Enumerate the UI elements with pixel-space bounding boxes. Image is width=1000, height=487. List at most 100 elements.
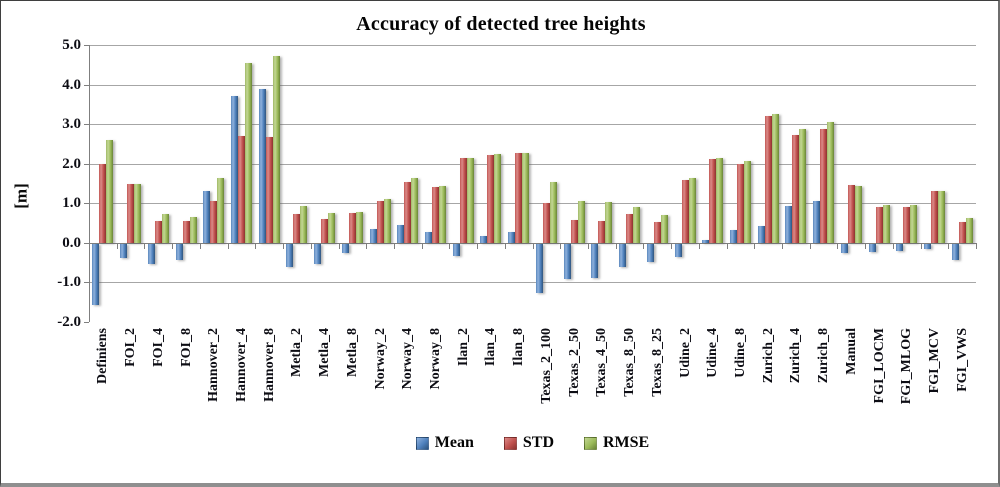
category-tick xyxy=(726,242,728,249)
bar-std-FOI_8 xyxy=(182,221,190,243)
bar-rmse-Ilan_4 xyxy=(494,154,502,243)
bar-mean-Hannover_4 xyxy=(231,96,238,243)
bar-std-Udine_4 xyxy=(709,158,717,243)
category-tick xyxy=(504,242,506,249)
legend-item-rmse: RMSE xyxy=(584,434,649,452)
bar-std-Udine_8 xyxy=(736,163,744,243)
x-axis-label: Udine_2 xyxy=(677,328,693,378)
x-axis-label: Zurich_2 xyxy=(760,328,776,384)
category-tick xyxy=(310,242,312,249)
x-axis-label: Metla_4 xyxy=(317,328,333,377)
y-axis-tick-label: 3.0 xyxy=(62,116,81,133)
x-axis-label: Zurich_8 xyxy=(816,328,831,384)
bar-mean-Udine_2 xyxy=(674,243,682,258)
legend-swatch-std xyxy=(503,436,517,450)
y-axis-tick xyxy=(84,322,89,323)
category-tick xyxy=(698,242,700,249)
bar-std-Ilan_8 xyxy=(515,153,523,243)
bar-std-FOI_4 xyxy=(154,221,162,243)
category-tick xyxy=(643,242,645,249)
bar-mean-Metla_2 xyxy=(286,243,294,267)
y-axis-tick-label: 5.0 xyxy=(62,37,81,53)
bar-mean-Udine_4 xyxy=(702,239,710,243)
bar-mean-FGI_MCV xyxy=(923,243,931,249)
bar-rmse-Texas_8_25 xyxy=(660,215,668,243)
y-axis-tick-label: -1.0 xyxy=(57,274,81,291)
gridline xyxy=(89,84,976,86)
category-tick xyxy=(865,242,867,249)
bar-rmse-Norway_2 xyxy=(383,198,391,243)
legend-item-mean: Mean xyxy=(415,434,474,452)
legend-swatch-rmse xyxy=(584,436,597,450)
bar-std-Manual xyxy=(847,184,855,243)
bar-mean-Zurich_4 xyxy=(785,205,793,243)
bar-rmse-Udine_4 xyxy=(716,157,724,243)
y-axis-tick xyxy=(84,242,89,244)
bar-mean-Norway_4 xyxy=(397,225,405,243)
bar-mean-Texas_8_25 xyxy=(646,243,654,263)
bar-std-Norway_4 xyxy=(404,181,412,243)
y-axis-line xyxy=(89,45,90,322)
category-tick xyxy=(283,242,284,249)
legend-item-std: STD xyxy=(503,434,554,452)
x-axis-label: Norway_8 xyxy=(428,328,443,390)
x-axis-label: Norway_4 xyxy=(400,328,416,390)
x-axis-label: FOI_8 xyxy=(178,328,194,367)
bar-std-Hannover_2 xyxy=(210,201,218,243)
category-tick xyxy=(89,242,90,249)
bar-std-FGI_VWS xyxy=(958,222,966,243)
category-tick xyxy=(144,242,146,249)
bar-mean-Manual xyxy=(840,243,848,253)
x-axis-label: Norway_2 xyxy=(372,328,388,390)
category-tick xyxy=(754,242,756,249)
bar-mean-Zurich_2 xyxy=(757,225,765,243)
bar-mean-Metla_8 xyxy=(341,243,349,253)
bar-rmse-FGI_MLOG xyxy=(910,204,918,243)
category-tick xyxy=(782,242,783,249)
gridline xyxy=(89,124,976,126)
category-tick xyxy=(116,242,118,249)
category-tick xyxy=(976,242,977,249)
category-tick xyxy=(892,242,894,249)
bar-rmse-Texas_2_50 xyxy=(577,200,585,243)
bar-std-Ilan_4 xyxy=(487,155,495,243)
category-tick xyxy=(199,242,201,249)
legend-label: Mean xyxy=(434,434,474,451)
category-tick xyxy=(255,242,257,249)
bar-std-Texas_8_25 xyxy=(653,222,661,243)
bar-mean-Texas_2_100 xyxy=(535,243,543,293)
y-axis-tick xyxy=(84,203,89,205)
x-axis-label: Texas_2_50 xyxy=(566,328,582,397)
bar-mean-Metla_4 xyxy=(314,243,322,264)
chart-title: Accuracy of detected tree heights xyxy=(356,13,646,35)
x-axis-label: FOI_2 xyxy=(123,328,139,367)
x-axis-label: Hannover_8 xyxy=(261,328,277,402)
category-tick xyxy=(587,242,589,249)
x-axis-label: Metla_8 xyxy=(344,328,360,377)
bar-rmse-Texas_8_50 xyxy=(633,206,640,243)
x-axis-label: Zurich_4 xyxy=(788,328,804,384)
x-axis-label: Texas_8_25 xyxy=(649,328,665,397)
bar-std-Zurich_8 xyxy=(820,129,827,243)
legend-label: RMSE xyxy=(603,434,650,451)
bar-mean-Ilan_2 xyxy=(452,243,460,256)
bar-std-Norway_8 xyxy=(432,186,439,243)
bar-mean-Ilan_4 xyxy=(480,236,488,243)
bar-mean-FGI_VWS xyxy=(951,243,959,261)
gridline xyxy=(89,282,976,284)
x-axis-label: Hannover_2 xyxy=(206,328,222,402)
bar-mean-Texas_4_50 xyxy=(591,243,599,279)
bar-mean-Hannover_8 xyxy=(258,88,266,243)
y-axis-tick-label: 4.0 xyxy=(62,76,81,93)
bar-rmse-Hannover_2 xyxy=(217,177,225,243)
bar-std-Definiens xyxy=(99,163,107,243)
bar-rmse-Udine_2 xyxy=(688,177,696,243)
x-axis-label: Metla_2 xyxy=(289,328,305,377)
x-axis-label: FGI_MLOG xyxy=(899,328,915,405)
category-tick xyxy=(809,242,811,249)
bar-rmse-FGI_MCV xyxy=(937,191,945,243)
bar-mean-Hannover_2 xyxy=(203,191,211,243)
bar-rmse-Norway_8 xyxy=(439,185,446,243)
bar-std-Hannover_8 xyxy=(265,137,273,243)
